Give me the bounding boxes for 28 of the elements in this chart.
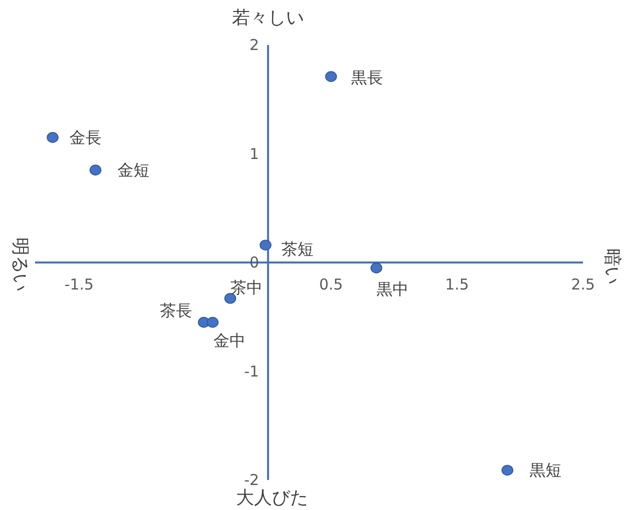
annotation: 黒長 [351,68,384,88]
annotation: 金長 [70,128,102,147]
point [46,132,59,143]
annotation: 黒中 [376,279,408,298]
text: 暗い [602,248,622,284]
point [502,464,514,476]
point [370,262,382,274]
y-tick-label: -1 [244,362,260,380]
x-tick-label: 2.5 [571,276,595,294]
x-tick-label: 1.5 [445,276,469,294]
point [90,164,102,176]
text: 若々しい [232,8,304,28]
text: 大人びた [236,488,308,508]
annotation: 茶中 [230,278,262,297]
point [260,240,272,250]
y-tick-label: 2 [250,36,260,54]
x-tick-label: -1.5 [64,276,94,294]
annotation: 茶短 [282,240,314,259]
x-tick-label: 0.5 [319,276,343,294]
annotation: 金中 [214,330,246,350]
annotation: 黒短 [529,460,562,480]
y-tick-label: 1 [250,144,260,163]
y-tick-label: -2 [244,471,260,489]
point [206,316,219,328]
annotation: 茶長 [160,300,192,320]
text: 明るい [10,238,30,292]
annotation: 金短 [117,160,150,180]
point [325,71,337,82]
